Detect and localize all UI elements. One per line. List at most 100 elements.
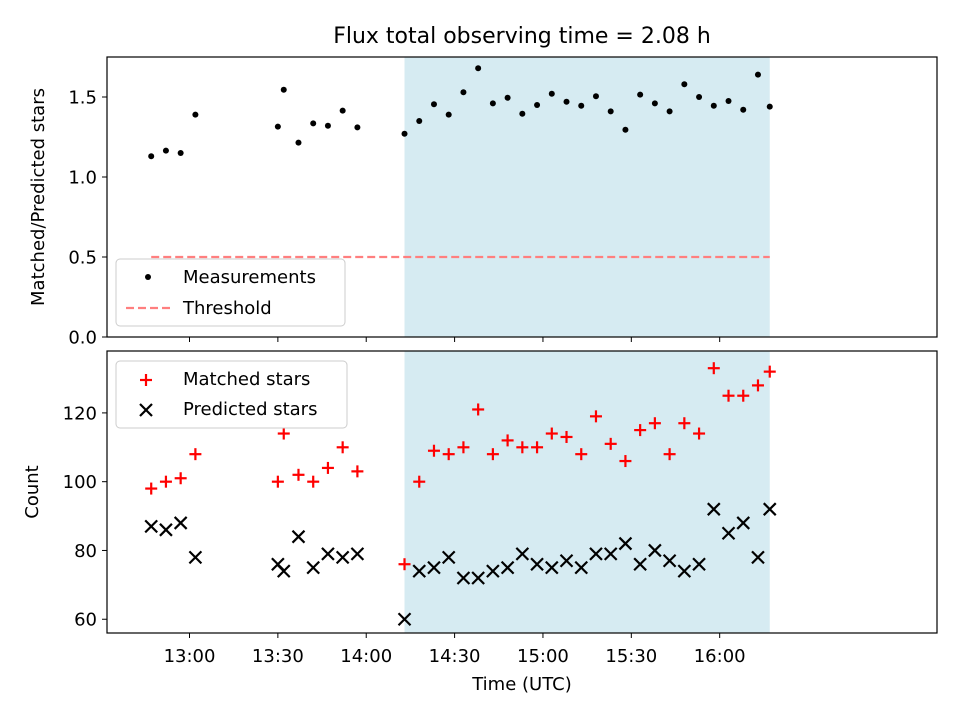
x-tick-label: 15:30 (605, 646, 657, 667)
matched-star-marker (472, 403, 485, 416)
predicted-star-marker (736, 516, 751, 530)
measurement-point (274, 123, 281, 130)
predicted-star-marker (692, 557, 706, 571)
marker-stroke (707, 502, 721, 516)
matched-star-marker (619, 455, 632, 468)
measurement-point (416, 118, 423, 124)
marker-stroke (721, 526, 736, 541)
matched-star-marker (292, 468, 305, 481)
legend-measurement-marker (145, 274, 151, 280)
matched-star-marker (634, 424, 647, 437)
marker-stroke (633, 557, 647, 571)
measurement-point (162, 147, 169, 154)
marker-stroke (159, 523, 173, 537)
measurement-point (681, 81, 688, 88)
predicted-star-marker (500, 560, 515, 575)
measurement-point (504, 94, 511, 101)
measurement-point (519, 110, 526, 117)
marker-stroke (188, 550, 203, 565)
matched-star-marker (413, 475, 426, 488)
marker-stroke (427, 560, 441, 575)
predicted-star-marker (618, 536, 633, 551)
measurement-point (148, 153, 155, 160)
predicted-star-marker (188, 550, 203, 565)
matched-star-marker (159, 475, 172, 488)
predicted-star-marker (751, 550, 765, 565)
top-x-ticks (189, 337, 721, 342)
marker-stroke (412, 564, 427, 578)
predicted-star-marker (545, 560, 559, 575)
measurement-point (710, 102, 717, 109)
top-legend-box (115, 258, 346, 327)
predicted-star-marker (291, 529, 306, 544)
x-axis-label: Time (UTC) (471, 674, 572, 695)
matched-star-marker (307, 475, 320, 488)
measurement-points (148, 65, 773, 160)
marker-stroke (441, 550, 456, 565)
marker-stroke (589, 547, 603, 561)
predicted-star-marker (559, 554, 574, 568)
measurement-point (592, 93, 599, 100)
marker-stroke (662, 554, 677, 568)
matched-star-marker (663, 448, 676, 461)
bottom-y-tick-label: 120 (63, 403, 97, 424)
marker-stroke (545, 560, 559, 575)
measurement-point (651, 100, 658, 107)
predicted-star-marker (173, 516, 188, 530)
measurement-point (754, 71, 761, 78)
bottom-y-tick-label: 100 (63, 472, 97, 493)
measurement-point (460, 89, 467, 96)
marker-stroke (648, 543, 662, 558)
matched-star-markers (145, 362, 776, 571)
bottom-panel: 13:00 13:30 14:00 14:30 15:00 15:30 16:00 60 80… (22, 350, 938, 695)
predicted-star-marker (471, 571, 485, 585)
legend-predicted-label: Predicted stars (183, 399, 317, 420)
marker-stroke (500, 560, 515, 575)
top-y-ticks: 0.0 0.5 1.0 1.5 (68, 88, 107, 349)
top-shaded-span (404, 57, 770, 337)
marker-stroke (397, 612, 412, 627)
matched-star-marker (589, 410, 602, 423)
predicted-star-marker (589, 547, 603, 561)
marker-stroke (751, 550, 765, 565)
matched-star-marker (277, 427, 290, 440)
matched-star-marker (763, 365, 776, 378)
predicted-star-markers (144, 502, 777, 627)
marker-stroke (306, 560, 320, 575)
marker-stroke (271, 557, 285, 571)
measurement-point (489, 100, 496, 107)
predicted-star-marker (648, 543, 662, 558)
matched-star-marker (486, 448, 499, 461)
matched-star-marker (604, 437, 617, 450)
measurement-point (324, 122, 331, 129)
measurement-point (192, 111, 199, 118)
measurement-point (475, 65, 482, 72)
bottom-y-tick-label: 60 (74, 610, 97, 631)
predicted-star-marker (721, 526, 736, 541)
legend-matched-marker (140, 374, 152, 386)
legend-matched-label: Matched stars (183, 369, 310, 390)
matched-star-marker (516, 441, 529, 454)
bottom-y-label: Count (22, 465, 43, 518)
measurement-point (766, 103, 773, 110)
marker-stroke (515, 547, 530, 561)
marker-stroke (736, 516, 751, 530)
x-tick-label: 16:00 (694, 646, 746, 667)
chart-title: Flux total observing time = 2.08 h (333, 24, 711, 49)
marker-stroke (471, 571, 485, 585)
matched-star-marker (575, 448, 588, 461)
matched-star-marker (560, 430, 573, 443)
bottom-y-tick-label: 80 (74, 541, 97, 562)
matched-star-marker (707, 362, 720, 375)
marker-stroke (276, 564, 291, 578)
matched-star-marker (336, 441, 349, 454)
marker-stroke (456, 571, 471, 585)
predicted-star-marker (633, 557, 647, 571)
matched-star-marker (648, 417, 661, 430)
matched-star-marker (678, 417, 691, 430)
bottom-x-ticks: 13:00 13:30 14:00 14:30 15:00 15:30 16:00 (164, 633, 746, 667)
predicted-star-marker (306, 560, 320, 575)
matched-star-marker (457, 441, 470, 454)
marker-stroke (574, 560, 589, 575)
